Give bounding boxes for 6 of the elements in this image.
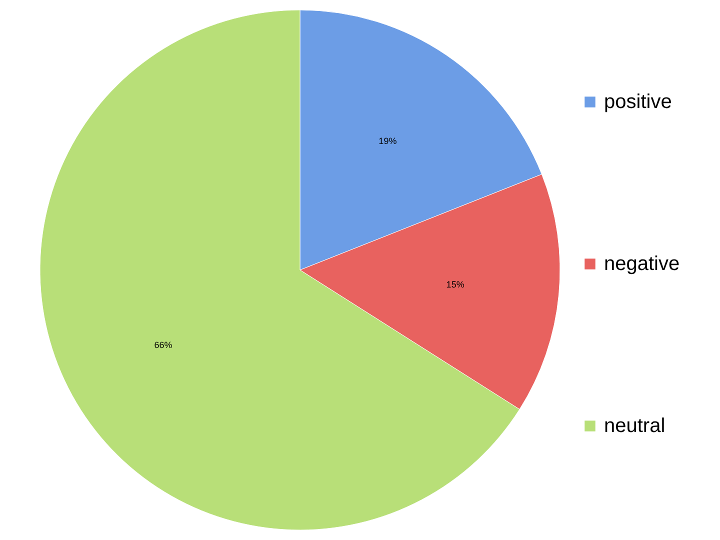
data-label: 66%	[154, 340, 172, 350]
legend-label: positive	[604, 91, 672, 113]
legend-label: negative	[604, 253, 680, 275]
legend-label: neutral	[604, 415, 666, 437]
data-label: 15%	[446, 280, 464, 290]
data-label: 19%	[378, 136, 397, 146]
